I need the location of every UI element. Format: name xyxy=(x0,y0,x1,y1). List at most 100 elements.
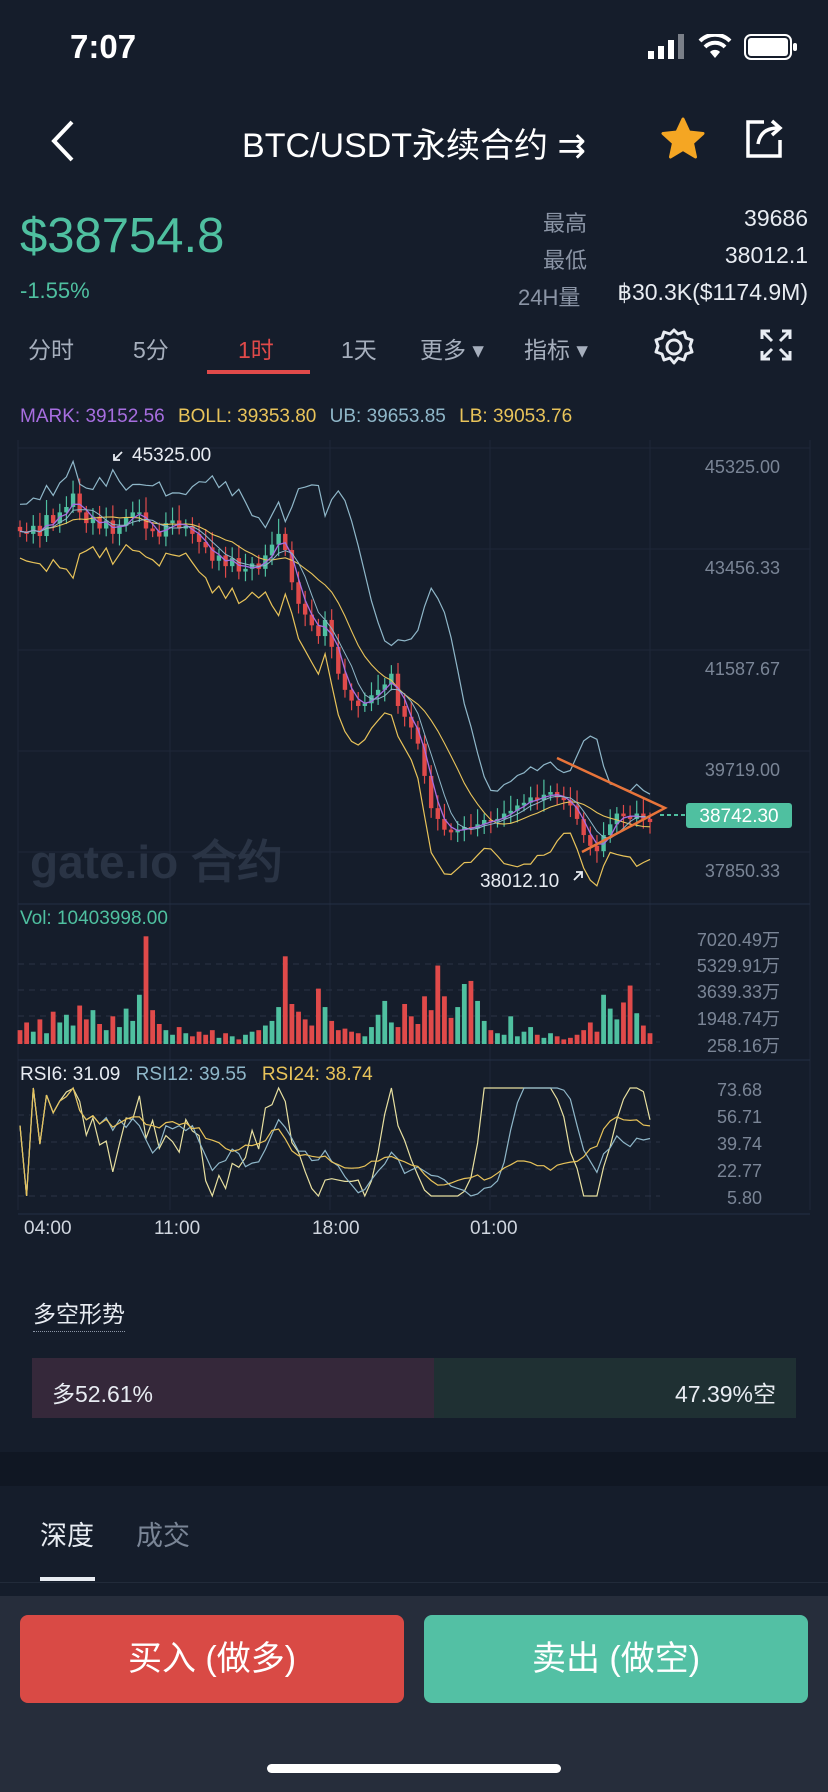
volume-bar xyxy=(17,1030,23,1044)
share-button[interactable] xyxy=(740,116,786,162)
candle-body xyxy=(269,544,275,556)
volume-bar xyxy=(468,980,474,1044)
candle-body xyxy=(409,716,414,728)
volume-bar xyxy=(196,1031,202,1044)
buy-long-button[interactable]: 买入 (做多) xyxy=(20,1615,404,1703)
kline-chart[interactable]: gate.io 合约 45325.00 38012.10 38742.30 xyxy=(0,0,828,1240)
volume-bar xyxy=(548,1033,553,1044)
rsi6-line xyxy=(19,1086,651,1198)
volume-axis-label: 3639.33万 xyxy=(696,982,780,1002)
volume-bar xyxy=(422,996,427,1044)
candle-body xyxy=(216,555,222,561)
volume-bar xyxy=(581,1030,587,1044)
candle-body xyxy=(535,797,540,801)
sell-short-button[interactable]: 卖出 (做空) xyxy=(424,1615,808,1703)
volume-bar xyxy=(70,1025,76,1044)
candle-body xyxy=(548,792,553,795)
candle-body xyxy=(647,818,653,823)
candle-body xyxy=(243,568,248,572)
volume-24h-value: ฿30.3K($1174.9M) xyxy=(617,279,808,305)
candle-body xyxy=(415,727,421,744)
tab-1h[interactable]: 1时 xyxy=(238,337,274,363)
candle-body xyxy=(309,614,314,626)
candle-body xyxy=(588,835,593,846)
candle-body xyxy=(362,703,368,706)
tab-trades[interactable]: 成交 xyxy=(136,1521,190,1551)
last-price-tag xyxy=(686,803,792,828)
volume-bar xyxy=(229,1036,235,1044)
rsi-axis-label: 73.68 xyxy=(716,1080,762,1100)
favorite-button[interactable] xyxy=(660,116,706,162)
volume-bar xyxy=(428,1010,434,1044)
candle-body xyxy=(389,673,394,685)
volume-bar xyxy=(388,1022,394,1044)
candle-body xyxy=(90,516,96,524)
candle-body xyxy=(196,533,202,542)
tab-5m[interactable]: 5分 xyxy=(133,337,169,363)
volume-bar xyxy=(587,1022,593,1044)
volume-bar xyxy=(395,1027,401,1044)
tab-more[interactable]: 更多 ▾ xyxy=(420,337,484,363)
candle-body xyxy=(462,826,467,830)
page-title[interactable]: BTC/USDT永续合约 ⇉ xyxy=(242,127,586,165)
volume-axis-label: 258.16万 xyxy=(706,1036,780,1056)
candle-body xyxy=(84,512,89,524)
volume-bar xyxy=(488,1030,494,1044)
volume-bar xyxy=(302,1019,308,1044)
candle-body xyxy=(230,558,235,567)
gear-icon[interactable] xyxy=(652,325,696,369)
tab-timeshare[interactable]: 分时 xyxy=(28,337,74,363)
candle-body xyxy=(316,625,321,637)
candle-body xyxy=(70,493,76,507)
volume-bar xyxy=(170,1034,175,1044)
mark-line xyxy=(19,503,651,845)
volume-bar xyxy=(243,1034,248,1044)
high-value: 39686 xyxy=(744,205,808,231)
candle-body xyxy=(342,673,348,690)
volume-bar xyxy=(57,1022,63,1044)
volume-bar xyxy=(475,1000,480,1044)
back-button[interactable] xyxy=(44,116,84,166)
volume-bar xyxy=(30,1031,36,1044)
low-marker: 38012.10 xyxy=(480,871,583,892)
volume-bar xyxy=(282,956,288,1044)
volume-legend: Vol: 10403998.00 xyxy=(20,908,168,929)
long-short-title[interactable]: 多空形势 xyxy=(33,1295,125,1332)
volume-bar xyxy=(37,1019,43,1044)
volume-axis-label: 1948.74万 xyxy=(696,1009,780,1029)
volume-bar xyxy=(342,1028,348,1044)
volume-bar xyxy=(508,1016,514,1044)
volume-bar xyxy=(216,1037,222,1044)
status-time: 7:07 xyxy=(70,28,137,65)
volume-bar xyxy=(541,1037,547,1044)
ub-value: UB: 39653.85 xyxy=(329,406,446,427)
volume-bar xyxy=(607,1008,613,1044)
candle-body xyxy=(137,512,142,514)
price-axis-label: 43456.33 xyxy=(704,558,780,578)
volume-bar xyxy=(601,994,606,1044)
volume-bar xyxy=(382,1000,388,1044)
rsi-legend: RSI6: 31.09 RSI12: 39.55 RSI24: 38.74 xyxy=(20,1064,373,1086)
price-axis-label: 41587.67 xyxy=(704,659,780,679)
candle-body xyxy=(581,818,586,836)
volume-bar xyxy=(44,1033,49,1044)
candle-body xyxy=(442,818,447,830)
candle-body xyxy=(521,802,527,806)
tab-indicators[interactable]: 指标 ▾ xyxy=(524,337,588,363)
volume-bar xyxy=(528,1027,534,1044)
watermark: gate.io 合约 xyxy=(30,836,283,888)
volume-bar xyxy=(322,1007,328,1044)
candle-body xyxy=(402,705,407,717)
fullscreen-icon[interactable] xyxy=(758,327,794,363)
candle-body xyxy=(627,816,633,819)
lb-value: LB: 39053.76 xyxy=(459,406,573,427)
volume-bar xyxy=(209,1030,215,1044)
triangle-drawing[interactable] xyxy=(556,756,668,854)
candle-body xyxy=(501,813,507,819)
tab-1d[interactable]: 1天 xyxy=(341,337,377,363)
candle-body xyxy=(117,525,122,534)
short-portion xyxy=(433,1358,796,1418)
tab-depth[interactable]: 深度 xyxy=(40,1521,94,1551)
signal-icon xyxy=(648,34,684,59)
volume-bar xyxy=(50,1011,56,1044)
